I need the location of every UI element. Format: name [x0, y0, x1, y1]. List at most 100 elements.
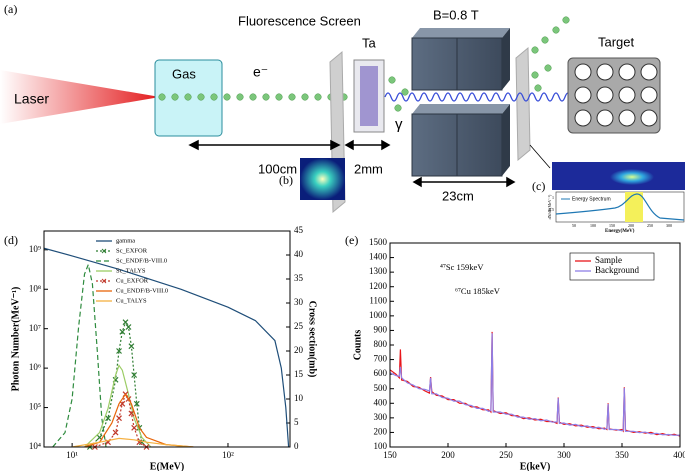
dist-ta: 2mm — [354, 161, 383, 176]
marker — [119, 328, 126, 335]
inset-highlight — [625, 192, 643, 222]
y-tick-label: 10⁴ — [29, 441, 41, 451]
legend-label: Cu_TALYS — [116, 297, 147, 304]
inset-tick: 0.5 — [549, 207, 554, 212]
marker — [131, 372, 138, 378]
legend-label: gamma — [116, 237, 135, 244]
y-tick-label: 1500 — [369, 237, 388, 247]
marker — [116, 415, 122, 422]
y-tick-label: 1200 — [369, 281, 388, 291]
inset-curve — [555, 193, 685, 221]
y-tick-label: 10⁹ — [29, 244, 41, 254]
y2-tick-label: 45 — [294, 225, 304, 235]
y2-tick-label: 25 — [294, 321, 304, 331]
legend-label: Sample — [595, 255, 622, 265]
marker — [131, 424, 138, 431]
legend-label: Cu_ENDF/B-VIII.0 — [116, 287, 168, 294]
y2-tick-label: 30 — [294, 297, 304, 307]
inset-legend: Energy Spectrum — [572, 196, 611, 202]
marker — [128, 343, 135, 350]
magnet — [411, 28, 510, 177]
y2-tick-label: 40 — [294, 249, 304, 259]
screen-label: Fluorescence Screen — [238, 13, 361, 28]
ta-label: Ta — [362, 35, 377, 50]
marker — [105, 415, 111, 422]
x-tick-label: 400 — [673, 450, 685, 460]
panel-label: (d) — [4, 233, 18, 247]
marker — [122, 319, 129, 326]
gamma-beam — [384, 92, 596, 102]
ta-core — [360, 66, 378, 126]
x-tick-label: 10¹ — [66, 450, 78, 460]
inset-frame — [555, 191, 685, 223]
plot-frame — [43, 230, 291, 448]
inset-tick: 250 — [647, 223, 653, 228]
series-line — [71, 437, 194, 447]
dist-magnet: 23cm — [442, 188, 474, 203]
x-axis-label: E(keV) — [520, 461, 551, 471]
x-tick-label: 250 — [499, 450, 513, 460]
second-screen — [515, 46, 531, 162]
series-line — [44, 247, 290, 447]
y2-tick-label: 10 — [294, 393, 304, 403]
x-tick-label: 10² — [222, 450, 234, 460]
screen-image — [300, 158, 345, 200]
y-tick-label: 1400 — [369, 252, 388, 262]
series-line — [390, 331, 680, 437]
target-slots — [574, 63, 658, 127]
dist-gas: 100cm — [258, 161, 297, 176]
y-tick-label: 1000 — [369, 310, 388, 320]
gas-label: Gas — [172, 66, 196, 81]
y-tick-label: 10⁷ — [29, 323, 41, 333]
inset-tick: 200 — [628, 223, 634, 228]
marker — [133, 400, 140, 407]
y-tick-label: 200 — [374, 426, 388, 436]
legend-marker — [101, 248, 107, 254]
inset-ylabel: dN/dE(MeV⁻¹) — [547, 194, 552, 219]
y2-tick-label: 5 — [294, 417, 299, 427]
y-tick-label: 100 — [374, 441, 388, 451]
legend-label: Cu_EXFOR — [116, 277, 149, 284]
inset-tick: 150 — [609, 223, 615, 228]
y-tick-label: 700 — [374, 354, 388, 364]
y2-tick-label: 0 — [294, 441, 299, 451]
x-tick-label: 300 — [557, 450, 571, 460]
series-line — [52, 262, 107, 447]
laser-label: Laser — [14, 91, 49, 107]
electron-label: e⁻ — [253, 64, 268, 80]
y2-tick-label: 20 — [294, 345, 304, 355]
panel-label: (c) — [532, 179, 545, 193]
inset-tick: 300 — [666, 223, 672, 228]
y2-axis-label: Cross section(mb) — [307, 301, 318, 378]
legend-label: Sc_TALYS — [116, 267, 146, 274]
legend-label: Sc_EXFOR — [116, 247, 148, 254]
y-tick-label: 1100 — [369, 295, 387, 305]
inset-tick: 50 — [572, 223, 576, 228]
inset-tick: 1 — [552, 195, 554, 200]
y-tick-label: 400 — [374, 397, 388, 407]
panel-label: (b) — [279, 173, 293, 187]
target-holder — [567, 57, 661, 134]
y-tick-label: 10⁵ — [29, 402, 41, 412]
legend-label: Background — [595, 265, 639, 275]
plot-frame — [389, 242, 681, 448]
y-tick-label: 10⁶ — [29, 362, 41, 372]
y-tick-label: 10⁸ — [29, 283, 41, 293]
dimension-arrows — [188, 139, 551, 188]
annotation: ⁶⁷Cu 185keV — [455, 286, 501, 296]
y-tick-label: 900 — [374, 324, 388, 334]
target-label: Target — [598, 34, 635, 49]
laser-beam — [0, 70, 160, 124]
y-axis-label: Photon Number(MeV⁻¹) — [10, 287, 21, 392]
marker — [112, 429, 119, 436]
y2-tick-label: 15 — [294, 369, 304, 379]
annotation: ⁴⁷Sc 159keV — [440, 262, 484, 272]
legend-marker — [101, 278, 107, 284]
inset-xlabel: Energy(MeV) — [605, 229, 635, 234]
y-tick-label: 800 — [374, 339, 388, 349]
marker — [116, 348, 122, 354]
panel-label: (e) — [345, 233, 358, 247]
y-tick-label: 1300 — [369, 266, 388, 276]
spectrum-spot — [610, 169, 654, 185]
